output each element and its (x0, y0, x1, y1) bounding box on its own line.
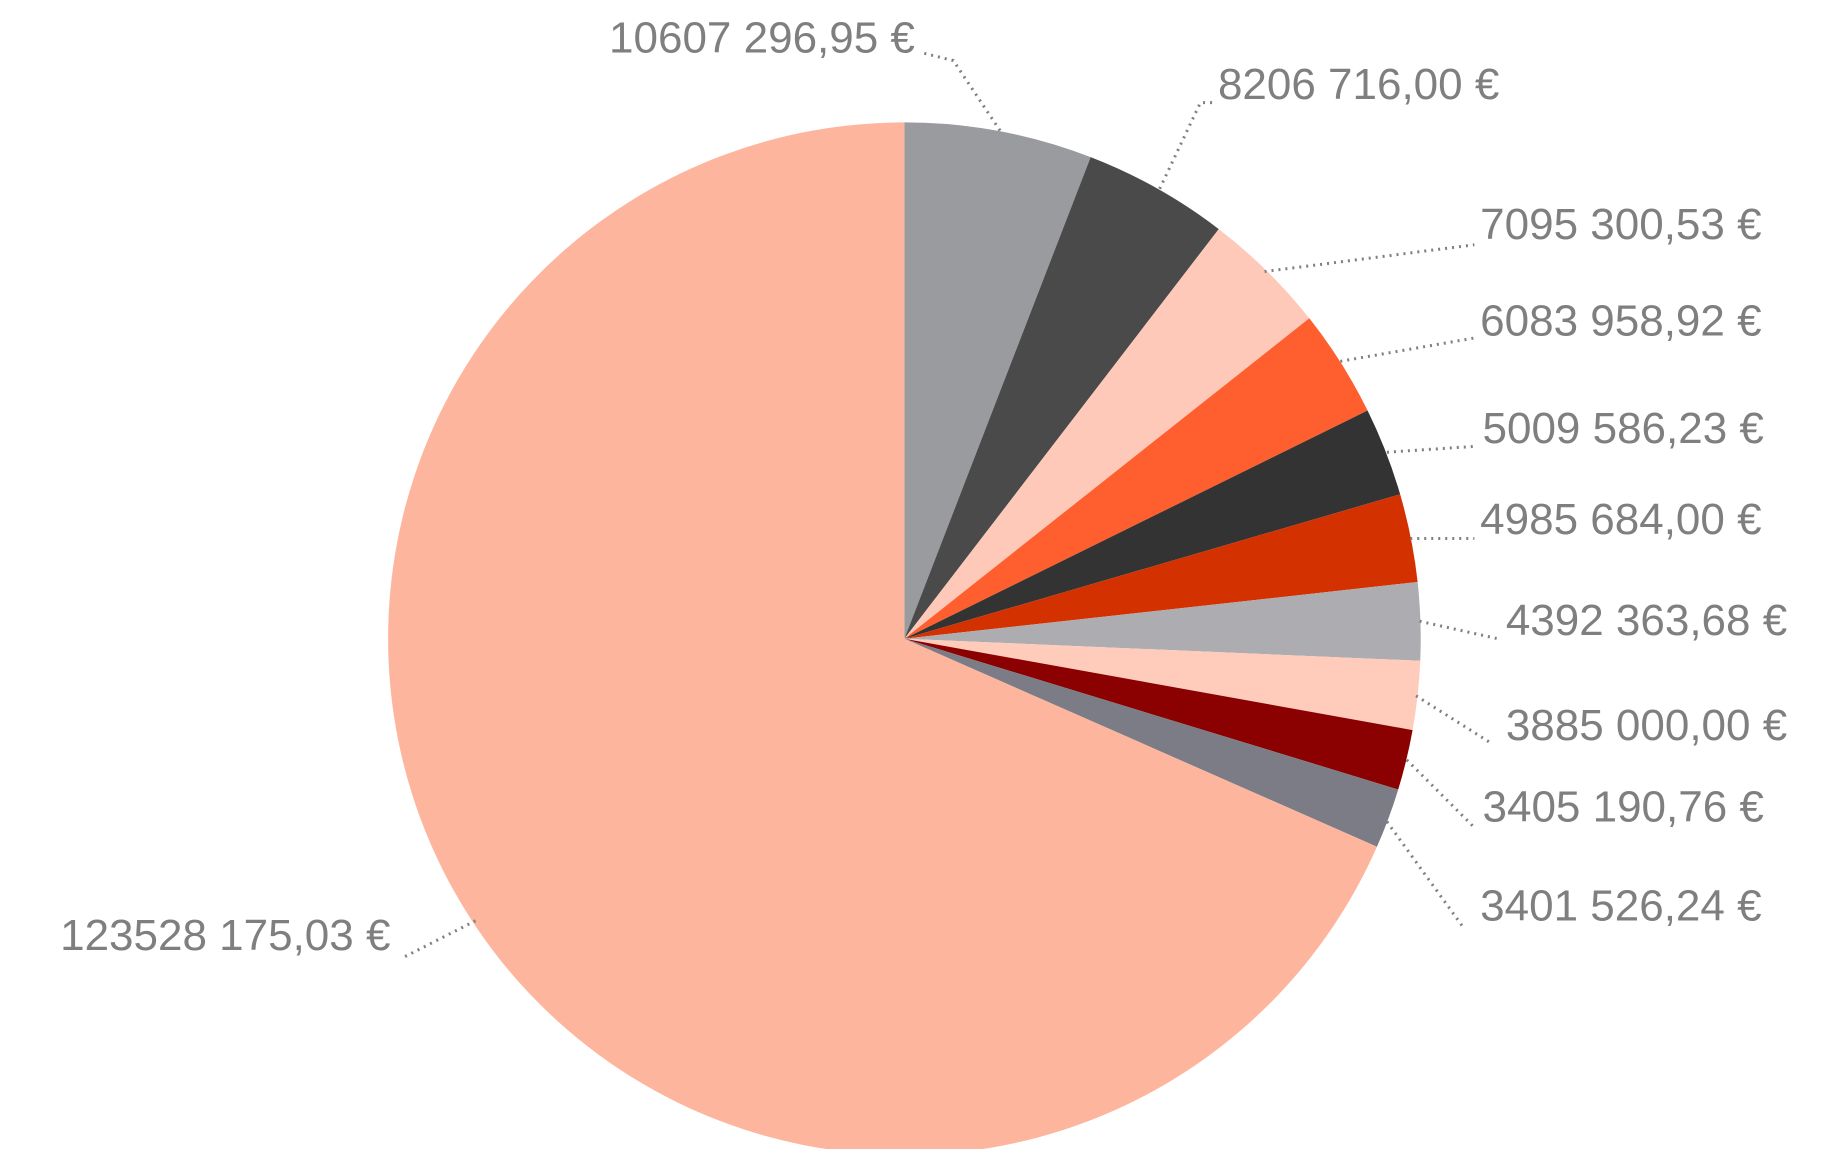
pie-slice (904, 229, 1310, 639)
data-label: 8206 716,00 € (1218, 60, 1499, 109)
data-label: 123528 175,03 € (60, 911, 390, 960)
data-label: 3405 190,76 € (1483, 783, 1764, 832)
pie-slice (388, 122, 1377, 1149)
pie-slice (904, 318, 1368, 639)
data-label: 4985 684,00 € (1480, 495, 1761, 544)
leader-line (1386, 444, 1475, 454)
data-label: 5009 586,23 € (1483, 404, 1764, 453)
leader-line (1340, 336, 1475, 363)
data-label: 4392 363,68 € (1506, 596, 1787, 645)
pie-slice (904, 410, 1401, 639)
leader-line (1264, 243, 1475, 274)
data-label: 7095 300,53 € (1480, 200, 1761, 249)
data-label: 3885 000,00 € (1506, 701, 1787, 750)
leader-line (1419, 619, 1498, 641)
leader-line (1158, 101, 1215, 190)
pie-slice (904, 122, 1091, 639)
pie-slice (904, 494, 1418, 639)
leader-line (1405, 758, 1476, 829)
data-label: 10607 296,95 € (609, 13, 915, 62)
pie-slice (904, 157, 1219, 639)
leader-line (1415, 694, 1493, 745)
leader-line (1385, 820, 1464, 928)
pie-slice (904, 582, 1421, 661)
leader-line (401, 919, 477, 960)
pie-slice (904, 638, 1421, 731)
pie-slice (904, 638, 1399, 847)
data-label: 6083 958,92 € (1480, 297, 1761, 346)
data-label: 3401 526,24 € (1480, 882, 1761, 931)
leader-line (920, 50, 1002, 132)
pie-slice (904, 638, 1413, 790)
